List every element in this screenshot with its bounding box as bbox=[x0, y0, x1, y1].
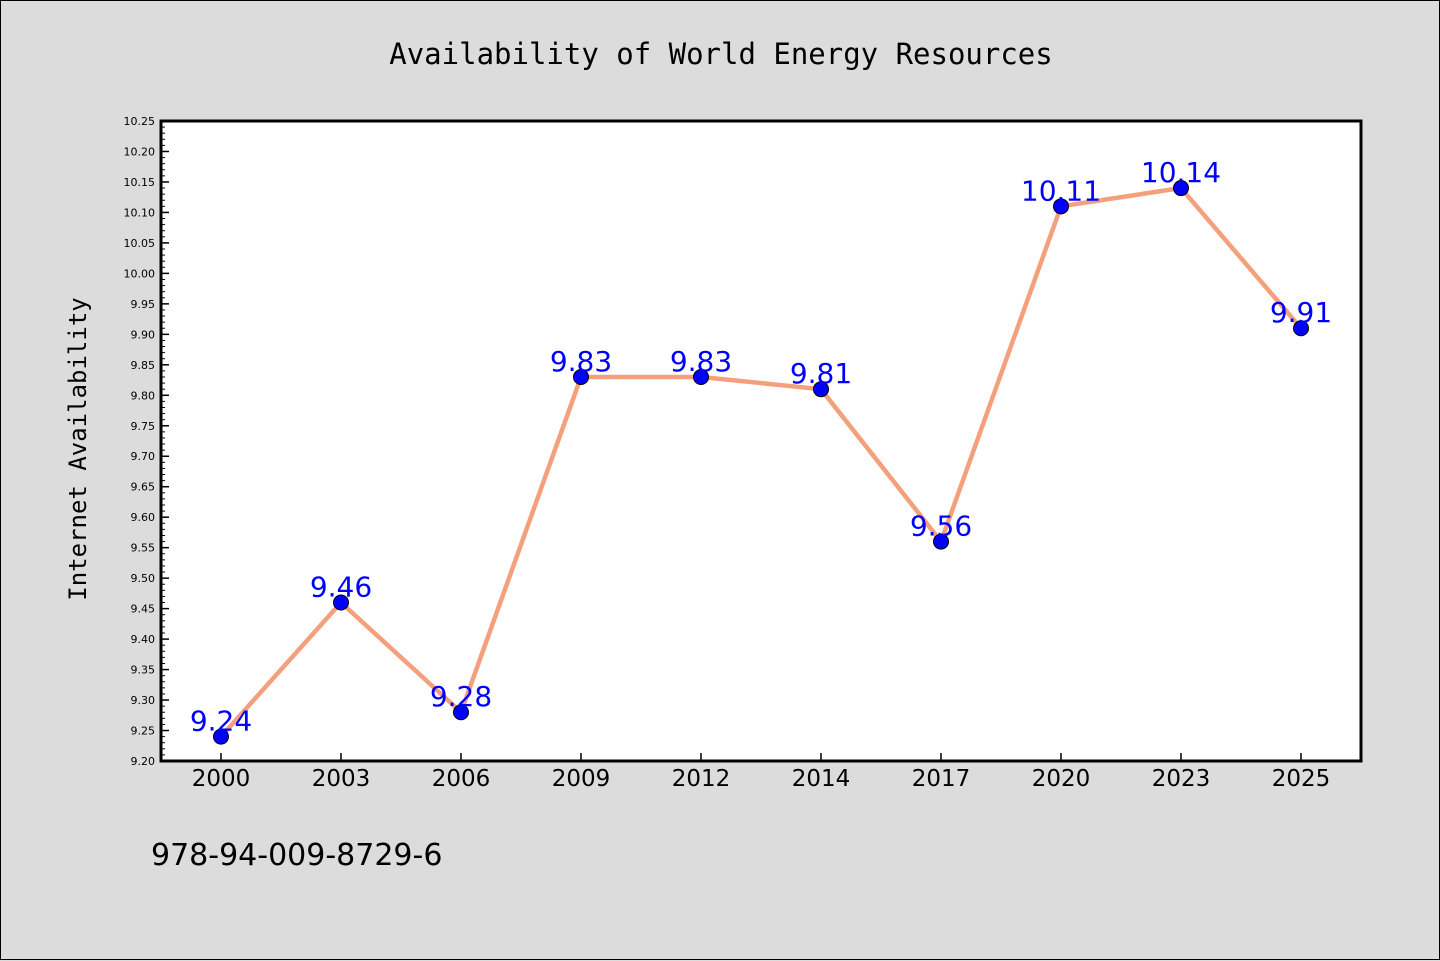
y-tick-label: 10.20 bbox=[124, 145, 156, 158]
data-point bbox=[933, 533, 949, 550]
y-tick-label: 9.85 bbox=[131, 359, 156, 372]
x-tick-label: 2025 bbox=[1272, 766, 1331, 792]
data-point bbox=[573, 369, 589, 385]
data-label: 9.81 bbox=[790, 357, 852, 390]
y-tick-label: 9.25 bbox=[131, 725, 156, 738]
y-tick-label: 9.95 bbox=[131, 298, 156, 311]
chart-title: Availability of World Energy Resources bbox=[389, 37, 1052, 71]
data-label: 9.46 bbox=[310, 571, 372, 604]
x-axis: 2000 2003 2006 2009 2012 2014 2017 2020 2023 2025 bbox=[192, 753, 1331, 792]
y-tick-label: 9.65 bbox=[131, 481, 156, 494]
x-tick-label: 2014 bbox=[792, 766, 851, 792]
data-label: 9.24 bbox=[190, 705, 252, 738]
x-tick-label: 2003 bbox=[312, 766, 371, 792]
data-label: 9.83 bbox=[670, 345, 732, 378]
data-point bbox=[1173, 180, 1189, 197]
y-tick-label: 10.25 bbox=[124, 115, 156, 128]
y-tick-label: 9.90 bbox=[131, 328, 156, 341]
data-label: 9.83 bbox=[550, 345, 612, 378]
y-tick-label: 9.30 bbox=[131, 694, 156, 707]
data-label: 10.11 bbox=[1021, 174, 1101, 207]
data-point bbox=[693, 369, 709, 385]
y-tick-label: 9.75 bbox=[131, 420, 156, 433]
y-axis: 9.20 9.25 9.30 9.35 9.40 9.45 9.50 9.55 9.60 9.65… bbox=[124, 115, 169, 768]
y-tick-label: 9.40 bbox=[131, 633, 156, 646]
isbn-text: 978-94-009-8729-6 bbox=[151, 838, 442, 873]
series-layer: 9.24 9.46 9.28 9.83 9.83 9.81 9.56 10.11 10.14 9.… bbox=[190, 156, 1332, 745]
data-label: 9.28 bbox=[430, 680, 492, 713]
y-tick-label: 9.70 bbox=[131, 450, 156, 463]
x-tick-label: 2023 bbox=[1152, 766, 1211, 792]
y-axis-label: Internet Availability bbox=[64, 297, 92, 600]
y-tick-label: 10.00 bbox=[124, 267, 156, 280]
data-point bbox=[1053, 198, 1069, 215]
y-tick-label: 9.20 bbox=[131, 755, 156, 768]
y-tick-label: 10.10 bbox=[124, 206, 156, 219]
y-tick-label: 9.50 bbox=[131, 572, 156, 585]
series-line bbox=[219, 185, 1303, 739]
y-tick-label: 9.80 bbox=[131, 389, 156, 402]
x-tick-label: 2020 bbox=[1032, 766, 1091, 792]
data-label: 10.14 bbox=[1141, 156, 1221, 189]
data-label: 9.56 bbox=[910, 510, 972, 543]
data-point bbox=[1293, 320, 1309, 337]
data-point bbox=[453, 704, 469, 721]
x-tick-label: 2006 bbox=[432, 766, 491, 792]
x-tick-label: 2009 bbox=[552, 766, 611, 792]
x-tick-label: 2017 bbox=[912, 766, 971, 792]
data-label: 9.91 bbox=[1270, 296, 1332, 329]
y-tick-label: 10.15 bbox=[124, 176, 156, 189]
plot-area bbox=[159, 119, 1363, 763]
y-tick-label: 9.45 bbox=[131, 603, 156, 616]
y-tick-label: 10.05 bbox=[124, 237, 156, 250]
y-tick-label: 9.55 bbox=[131, 542, 156, 555]
x-tick-label: 2000 bbox=[192, 766, 251, 792]
data-point bbox=[813, 381, 829, 398]
data-point bbox=[333, 594, 349, 611]
x-tick-label: 2012 bbox=[672, 766, 731, 792]
y-tick-label: 9.35 bbox=[131, 664, 156, 677]
data-point bbox=[213, 728, 229, 745]
y-tick-label: 9.60 bbox=[131, 511, 156, 524]
